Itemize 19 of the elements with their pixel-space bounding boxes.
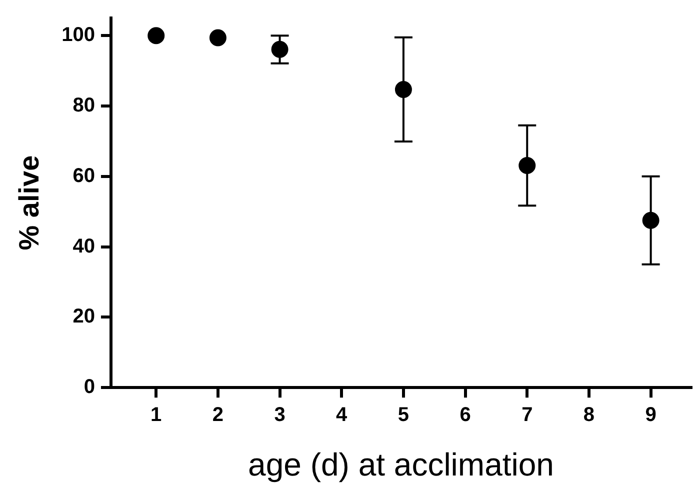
y-tick-label: 80 <box>72 94 95 117</box>
y-tick-label: 40 <box>72 235 95 258</box>
x-tick-label: 6 <box>460 404 471 426</box>
x-tick-label: 7 <box>522 404 533 426</box>
x-tick-label: 4 <box>336 404 348 426</box>
y-tick-label: 0 <box>84 376 95 398</box>
y-tick-label: 20 <box>72 306 95 328</box>
y-tick-label: 60 <box>72 164 95 187</box>
x-tick-label: 9 <box>645 404 656 426</box>
x-tick-label: 2 <box>212 404 224 426</box>
x-tick-label: 1 <box>150 404 162 426</box>
x-tick-label: 5 <box>398 404 410 426</box>
x-tick-label: 3 <box>274 404 286 426</box>
point <box>209 29 226 46</box>
x-tick-label: 8 <box>583 404 595 426</box>
y-tick-label: 100 <box>62 24 95 46</box>
y-axis-title: % alive <box>14 155 45 250</box>
point <box>148 27 165 44</box>
x-axis-title: age (d) at acclimation <box>248 446 554 483</box>
